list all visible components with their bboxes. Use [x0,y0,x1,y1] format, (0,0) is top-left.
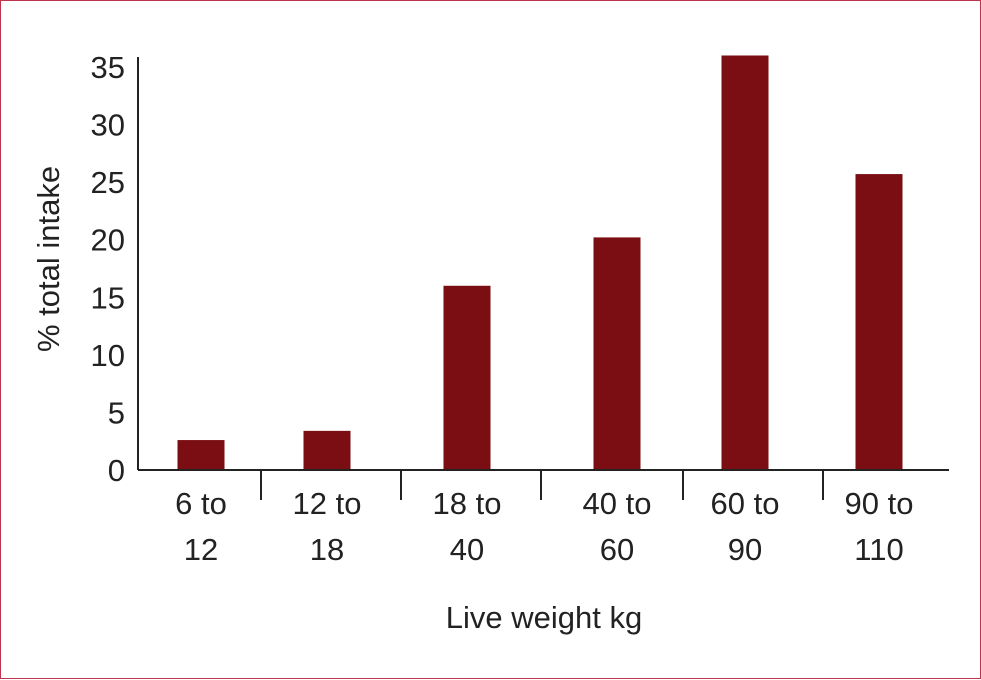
x-axis-category-labels: 6 to 12 12 to 18 18 to 40 40 to 60 60 to 90 90 to 1… [175,486,913,567]
bars [177,55,903,470]
x-axis-ticks [260,470,824,500]
bar [593,237,641,470]
bar [855,174,903,470]
y-axis-ticks: 0 5 10 15 20 25 30 35 [91,50,125,488]
x-category-label: 12 to 18 [293,486,362,567]
x-axis-title: Live weight kg [446,600,642,635]
bar [303,430,351,470]
x-category-label: 18 to 40 [433,486,502,567]
y-tick-label: 35 [91,50,125,85]
x-category-label: 40 to 60 [583,486,652,567]
y-tick-label: 20 [91,223,125,258]
bar [443,285,491,470]
y-axis-title: % total intake [31,166,66,352]
bar [177,440,225,470]
y-tick-label: 30 [91,108,125,143]
y-tick-label: 10 [91,338,125,373]
y-tick-label: 15 [91,280,125,315]
y-tick-label: 25 [91,165,125,200]
bar [721,55,769,470]
y-tick-label: 0 [108,453,125,488]
x-category-label: 60 to 90 [711,486,780,567]
y-tick-label: 5 [108,395,125,430]
x-category-label: 6 to 12 [175,486,227,567]
x-category-label: 90 to 110 [845,486,914,567]
